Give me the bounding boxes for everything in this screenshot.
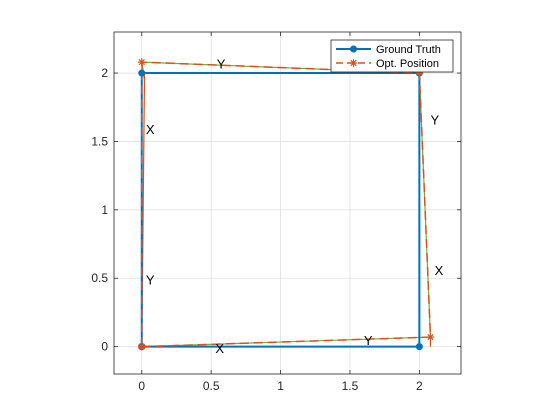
axis-annotation: X [435, 263, 444, 278]
axis-annotation: X [215, 341, 224, 356]
legend-label: Ground Truth [376, 44, 441, 56]
plot-area [114, 32, 461, 374]
x-tick-label: 1.5 [342, 379, 359, 393]
ticks: 0 0.5 1 1.5 2 0 0.5 1 1.5 2 [91, 32, 461, 393]
y-tick-label: 0.5 [91, 271, 108, 285]
y-tick-label: 1.5 [91, 134, 108, 148]
axis-annotation: Y [146, 273, 155, 288]
x-tick-label: 0 [138, 379, 145, 393]
x-tick-label: 2 [416, 379, 423, 393]
legend-box [330, 39, 454, 73]
x-tick-label: 1 [277, 379, 284, 393]
opt-position-marker [137, 342, 146, 351]
asterisk-stroke [138, 343, 145, 350]
axes-box [113, 31, 462, 375]
ground-truth-marker [350, 45, 357, 53]
legend: Ground Truth Opt. Position [330, 39, 454, 73]
axis-annotation: X [146, 122, 155, 137]
axis-annotation: Y [217, 56, 226, 71]
legend-label: Opt. Position [376, 58, 439, 70]
y-tick-label: 1 [101, 203, 108, 217]
annotations: X Y X Y Y X Y [146, 56, 444, 356]
opt-position-marker [426, 333, 435, 341]
y-tick-label: 0 [101, 340, 108, 354]
asterisk-stroke [427, 333, 434, 341]
y-tick-label: 2 [101, 66, 108, 80]
asterisk-stroke [350, 59, 357, 67]
ground-truth-marker [138, 69, 146, 77]
opt-position-marker [137, 58, 146, 66]
axis-annotation: Y [430, 113, 439, 128]
x-tick-label: 0.5 [203, 379, 220, 393]
asterisk-stroke [138, 59, 145, 66]
ground-truth-marker [415, 343, 423, 351]
opt-position-marker [349, 59, 358, 67]
axis-annotation: Y [364, 333, 373, 348]
